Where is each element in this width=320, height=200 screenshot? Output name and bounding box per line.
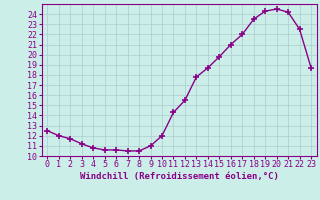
X-axis label: Windchill (Refroidissement éolien,°C): Windchill (Refroidissement éolien,°C): [80, 172, 279, 181]
